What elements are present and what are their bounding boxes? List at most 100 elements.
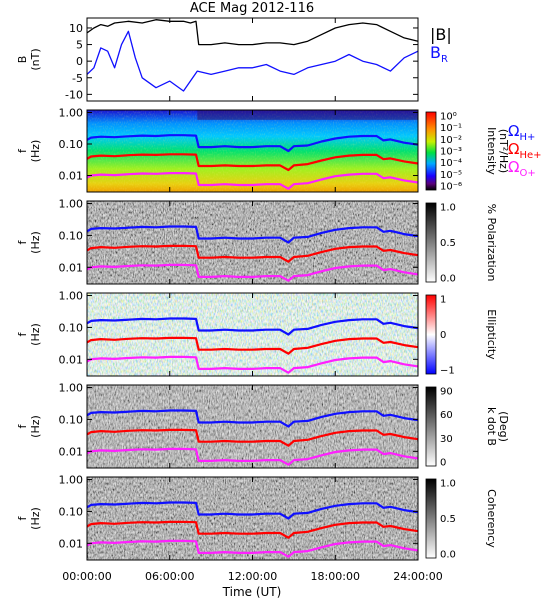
series-line-b-field-b — [86, 19, 419, 46]
y-axis-label-coherency: f — [16, 515, 29, 520]
spectrogram-texture-intensity — [87, 110, 418, 192]
series-line-intensity-h — [86, 134, 419, 153]
colorbar-label-coherency: Coherency — [485, 489, 498, 548]
series-line-ellipticity-h — [86, 317, 419, 336]
colorbar-ellipticity: 1 0 −1 Ellipticity — [425, 294, 498, 377]
colorbar-tick-kdotb: 0 — [440, 458, 446, 469]
x-axis: 00:00:00 06:00:00 12:00:00 18:00:00 24:00:00 — [62, 570, 442, 583]
y-tick-label-kdotb: 0.10 — [59, 413, 84, 426]
y-tick-label-b-field: -10 — [65, 88, 83, 101]
y-tick-label-coherency: 0.10 — [59, 505, 84, 518]
colorbar-tick-coherency: 0.5 — [440, 514, 456, 525]
y-tick-label-b-field: -5 — [72, 72, 83, 85]
colorbar-tick-coherency: 1.0 — [440, 479, 456, 490]
colorbar-tick-intensity: 10⁻³ — [440, 147, 462, 158]
series-line-polarization-he — [86, 244, 419, 263]
colorbar-tick-intensity: 10⁻⁶ — [440, 182, 462, 193]
colorbar-tick-intensity: 10⁻¹ — [440, 123, 462, 134]
y-axis-label-polarization: f — [16, 239, 29, 244]
colorbar-scale-ellipticity — [425, 294, 437, 375]
colorbar-scale-polarization — [425, 202, 437, 283]
y-tick-label-ellipticity: 0.01 — [59, 353, 84, 366]
panel-coherency: 1.00 0.10 0.01 f (Hz) 1.0 0.5 0.0 Coherency — [16, 474, 498, 561]
panel-kdotb: 1.00 0.10 0.01 f (Hz) 90 60 30 0 k dot B (Deg) — [16, 382, 510, 469]
series-line-intensity-he — [86, 153, 419, 172]
y-tick-label-kdotb: 1.00 — [59, 382, 84, 395]
series-line-kdotb-o — [86, 447, 419, 466]
series-line-polarization-o — [86, 263, 419, 282]
colorbar-coherency: 1.0 0.5 0.0 Coherency — [425, 478, 498, 561]
series-line-ellipticity-he — [86, 336, 419, 355]
colorbar-label-polarization: % Polarization — [485, 204, 498, 282]
panel-polarization: 1.00 0.10 0.01 f (Hz) 1.0 0.5 0.0 % Polarization — [16, 198, 498, 285]
colorbar-label-kdotb: (Deg) — [497, 411, 510, 442]
colorbar-tick-ellipticity: −1 — [440, 366, 455, 377]
y-axis-label-intensity: f — [16, 148, 29, 153]
y-axis-label-polarization: (Hz) — [29, 231, 42, 254]
colorbar-tick-ellipticity: 0 — [440, 330, 446, 341]
y-axis-label-ellipticity: (Hz) — [29, 323, 42, 346]
colorbar-tick-coherency: 0.0 — [440, 550, 456, 561]
spectrogram-low-intensity-band — [197, 110, 418, 120]
y-axis-label-kdotb: f — [16, 423, 29, 428]
x-tick-label: 12:00:00 — [228, 570, 277, 583]
y-tick-label-polarization: 0.01 — [59, 261, 84, 274]
y-tick-label-coherency: 1.00 — [59, 474, 84, 487]
x-tick-label: 06:00:00 — [145, 570, 194, 583]
series-line-coherency-he — [86, 520, 419, 539]
legend-b-field: |B|BR — [430, 25, 452, 65]
y-axis-label-kdotb: (Hz) — [29, 415, 42, 438]
x-tick-label: 24:00:00 — [393, 570, 442, 583]
series-line-intensity-o — [86, 172, 419, 190]
y-tick-label-kdotb: 0.01 — [59, 445, 84, 458]
series-line-kdotb-he — [86, 428, 419, 447]
x-tick-label: 00:00:00 — [62, 570, 111, 583]
spectrogram-texture-coherency — [87, 477, 418, 560]
chart-title: ACE Mag 2012-116 — [190, 1, 314, 16]
y-tick-label-ellipticity: 1.00 — [59, 290, 84, 303]
y-tick-label-intensity: 0.01 — [59, 170, 84, 183]
y-tick-label-b-field: 0 — [76, 55, 83, 68]
colorbar-scale-coherency — [425, 478, 437, 559]
y-axis-label-intensity: (Hz) — [29, 140, 42, 163]
x-tick-label: 18:00:00 — [311, 570, 360, 583]
y-axis-label-coherency: (Hz) — [29, 507, 42, 530]
series-line-polarization-h — [86, 225, 419, 244]
spectrogram-texture-kdotb — [87, 385, 418, 468]
y-axis-label-ellipticity: f — [16, 331, 29, 336]
y-axis-label-b-field: B — [16, 56, 29, 64]
series-line-b-field-br — [86, 30, 419, 92]
y-tick-label-coherency: 0.01 — [59, 537, 84, 550]
colorbar-tick-polarization: 1.0 — [440, 203, 456, 214]
legend-entry-intensity: ΩO+ — [508, 158, 536, 179]
colorbar-scale-kdotb — [425, 386, 437, 467]
panel-intensity: 1.00 0.10 0.01 f (Hz) 10⁰10⁻¹10⁻²10⁻³10⁻⁴10⁻⁵… — [16, 106, 542, 193]
y-tick-label-ellipticity: 0.10 — [59, 321, 84, 334]
colorbar-label-ellipticity: Ellipticity — [485, 309, 498, 360]
y-tick-label-intensity: 0.10 — [59, 138, 84, 151]
colorbar-tick-intensity: 10⁻² — [440, 135, 462, 146]
spectrogram-texture-ellipticity — [87, 293, 418, 376]
series-line-coherency-o — [86, 539, 419, 558]
colorbar-tick-intensity: 10⁻⁴ — [440, 158, 462, 169]
colorbar-tick-polarization: 0.0 — [440, 274, 456, 285]
plot-frame-b-field — [86, 17, 419, 102]
colorbar-tick-polarization: 0.5 — [440, 238, 456, 249]
panel-b-field: 10 5 0 -5 -10 B (nT) |B|BR — [16, 17, 452, 102]
colorbar-tick-kdotb: 90 — [440, 387, 453, 398]
y-tick-label-intensity: 1.00 — [59, 106, 84, 119]
series-line-ellipticity-o — [86, 355, 419, 374]
legend-entry-b-field: |B| — [430, 25, 452, 44]
colorbar-label-intensity: Intensity — [485, 127, 498, 175]
colorbar-tick-intensity: 10⁰ — [440, 112, 457, 123]
colorbar-tick-ellipticity: 1 — [440, 295, 446, 306]
legend-intensity: ΩH+ΩHe+ΩO+ — [508, 122, 542, 179]
series-line-coherency-h — [86, 501, 419, 520]
y-tick-label-polarization: 1.00 — [59, 198, 84, 211]
colorbar-tick-kdotb: 30 — [440, 434, 453, 445]
y-tick-label-b-field: 10 — [69, 22, 83, 35]
panel-ellipticity: 1.00 0.10 0.01 f (Hz) 1 0 −1 Ellipticity — [16, 290, 498, 377]
colorbar-label-intensity: (nT²/Hz) — [497, 129, 510, 173]
